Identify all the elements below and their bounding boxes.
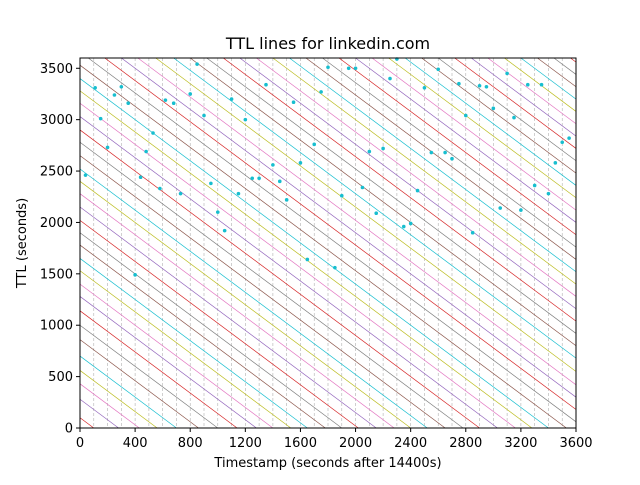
y-tick-label: 1500	[40, 267, 73, 282]
data-point	[554, 161, 558, 165]
data-point	[368, 150, 372, 154]
data-point	[126, 101, 130, 105]
data-point	[99, 117, 103, 121]
data-point	[216, 210, 220, 214]
data-point	[179, 192, 183, 196]
data-point	[113, 93, 117, 97]
data-point	[540, 83, 544, 87]
x-tick-label: 0	[76, 436, 84, 451]
data-point	[223, 229, 227, 233]
data-point	[306, 258, 310, 262]
data-point	[430, 151, 434, 155]
x-tick-label: 1200	[229, 436, 262, 451]
x-axis-label: Timestamp (seconds after 14400s)	[213, 456, 441, 471]
data-point	[209, 182, 213, 186]
data-point	[230, 97, 234, 101]
data-point	[492, 107, 496, 111]
data-point	[388, 77, 392, 81]
data-point	[299, 161, 303, 165]
data-point	[151, 131, 155, 135]
data-point	[512, 116, 516, 120]
data-point	[519, 208, 523, 212]
data-point	[471, 231, 475, 235]
data-point	[567, 136, 571, 140]
data-point	[133, 273, 137, 277]
chart-title: TTL lines for linkedin.com	[225, 34, 430, 53]
data-point	[402, 225, 406, 229]
data-point	[326, 65, 330, 69]
x-tick-label: 1600	[284, 436, 317, 451]
data-point	[436, 68, 440, 72]
data-point	[237, 192, 241, 196]
data-point	[416, 189, 420, 193]
data-point	[312, 143, 316, 147]
data-point	[547, 192, 551, 196]
data-point	[285, 198, 289, 202]
x-tick-label: 800	[178, 436, 203, 451]
data-point	[533, 184, 537, 188]
data-point	[106, 146, 110, 150]
data-point	[292, 100, 296, 104]
data-point	[84, 173, 88, 177]
data-point	[144, 150, 148, 154]
x-tick-label: 2800	[449, 436, 482, 451]
data-point	[423, 86, 427, 90]
data-point	[244, 118, 248, 122]
data-point	[340, 194, 344, 198]
data-point	[264, 83, 268, 87]
data-point	[498, 206, 502, 210]
data-point	[381, 147, 385, 151]
data-point	[457, 82, 461, 86]
data-point	[164, 98, 168, 102]
data-point	[347, 66, 351, 70]
data-point	[505, 72, 509, 76]
y-tick-label: 3500	[40, 62, 73, 77]
data-point	[188, 92, 192, 96]
data-point	[319, 90, 323, 94]
data-point	[278, 180, 282, 184]
data-point	[526, 83, 530, 87]
x-tick-label: 2400	[394, 436, 427, 451]
data-point	[485, 85, 489, 89]
data-point	[195, 62, 199, 66]
y-tick-label: 1000	[40, 319, 73, 334]
data-point	[464, 114, 468, 118]
x-tick-label: 3200	[504, 436, 537, 451]
data-point	[172, 101, 176, 105]
data-point	[478, 84, 482, 88]
y-axis-label: TTL (seconds)	[15, 198, 30, 289]
y-tick-label: 2500	[40, 165, 73, 180]
y-tick-label: 3000	[40, 113, 73, 128]
data-point	[202, 114, 206, 118]
data-point	[120, 85, 124, 89]
data-point	[333, 266, 337, 270]
data-point	[450, 157, 454, 161]
data-point	[361, 186, 365, 190]
data-point	[257, 176, 261, 180]
data-point	[250, 176, 254, 180]
data-point	[560, 140, 564, 144]
data-point	[374, 211, 378, 215]
data-point	[158, 187, 162, 191]
data-point	[409, 222, 413, 226]
y-tick-label: 2000	[40, 216, 73, 231]
data-point	[443, 151, 447, 155]
x-tick-label: 3600	[559, 436, 592, 451]
y-tick-label: 0	[65, 422, 73, 437]
data-point	[354, 66, 358, 70]
x-tick-label: 2000	[339, 436, 372, 451]
x-tick-label: 400	[123, 436, 148, 451]
y-tick-label: 500	[48, 370, 73, 385]
data-point	[93, 86, 97, 90]
data-point	[139, 175, 143, 179]
data-point	[271, 163, 275, 167]
